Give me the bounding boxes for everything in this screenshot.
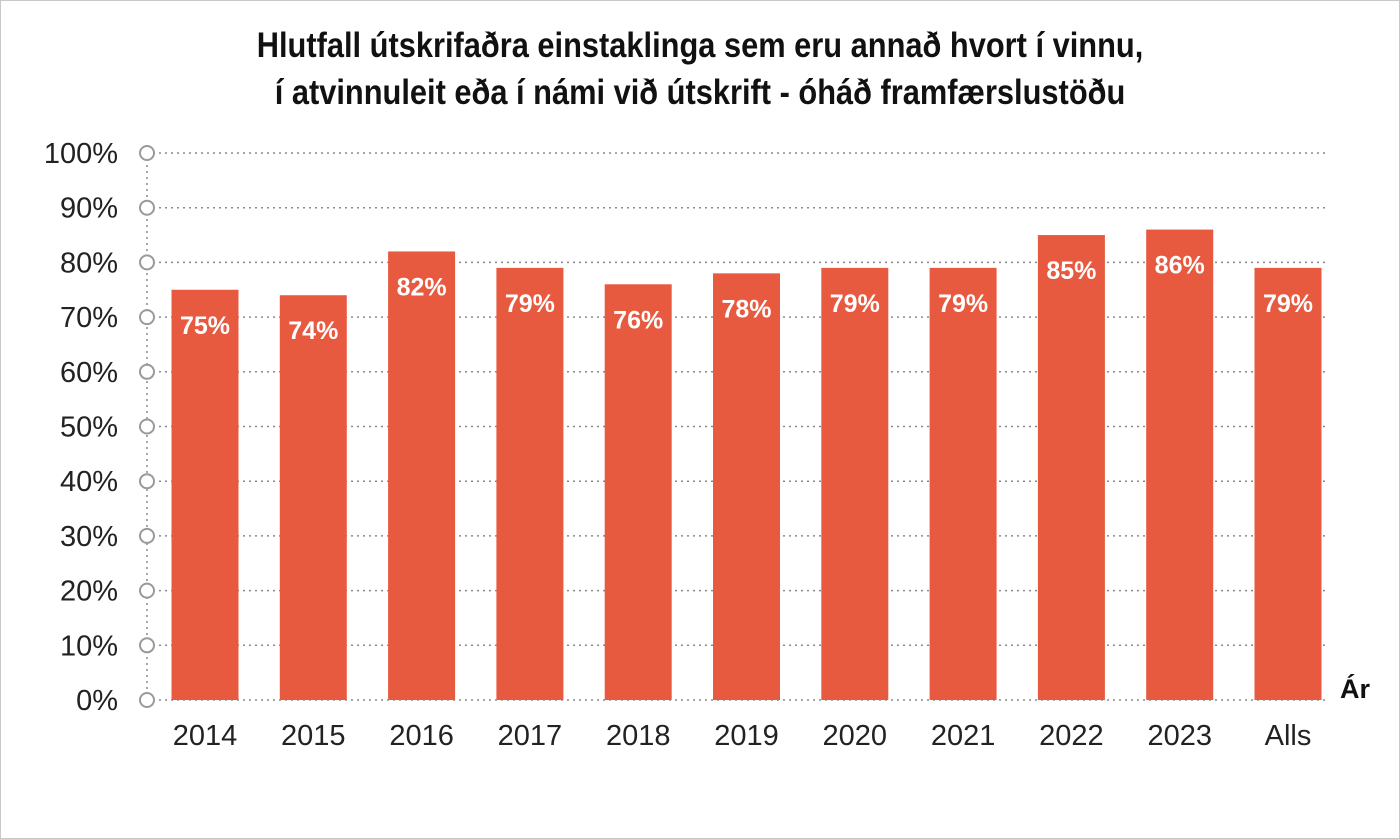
bar <box>1037 235 1105 701</box>
y-tick-marker <box>139 473 155 490</box>
y-tick-label: 100% <box>44 138 118 170</box>
y-tick-label: 80% <box>60 247 118 279</box>
bar-data-label: 86% <box>1155 252 1205 280</box>
y-tick-marker <box>139 418 155 435</box>
x-tick-label: 2014 <box>173 720 238 752</box>
y-tick-label: 0% <box>76 685 118 717</box>
y-tick-marker <box>139 692 155 708</box>
x-axis-label: Ár <box>1340 673 1370 704</box>
bar-data-label: 76% <box>613 306 663 334</box>
x-tick-label: Alls <box>1265 720 1312 752</box>
x-tick-label: 2023 <box>1147 720 1212 752</box>
bar <box>1146 229 1214 700</box>
bar-data-label: 79% <box>1263 290 1313 318</box>
x-tick-label: 2020 <box>823 720 888 752</box>
bar-data-label: 82% <box>397 273 447 301</box>
bar <box>171 289 239 700</box>
y-tick-label: 50% <box>60 412 118 444</box>
bar <box>496 267 564 700</box>
x-tick-label: 2016 <box>389 720 454 752</box>
x-tick-label: 2015 <box>281 720 346 752</box>
y-tick-marker <box>139 309 155 326</box>
y-tick-label: 10% <box>60 630 118 662</box>
chart-title-line-2: í atvinnuleit eða í námi við útskrift - … <box>274 73 1126 112</box>
bar-data-label: 79% <box>938 290 988 318</box>
bar <box>821 267 889 700</box>
y-tick-label: 60% <box>60 357 118 389</box>
y-tick-label: 40% <box>60 466 118 498</box>
y-tick-marker <box>139 582 155 599</box>
x-tick-label: 2017 <box>498 720 563 752</box>
y-tick-marker <box>139 527 155 544</box>
x-tick-label: 2019 <box>714 720 779 752</box>
y-axis: 0% 10% 20% 30% 40% 50% 60% 70% 80% 90% 100% <box>44 138 155 717</box>
x-axis: 2014 2015 2016 2017 2018 2019 2020 2021 2022 2023… <box>173 720 1312 752</box>
x-tick-label: 2022 <box>1039 720 1104 752</box>
y-tick-label: 30% <box>60 521 118 553</box>
bar-data-label: 79% <box>830 290 880 318</box>
y-tick-label: 90% <box>60 193 118 225</box>
bar-data-label: 79% <box>505 290 555 318</box>
bar <box>279 295 347 700</box>
bar <box>1254 267 1322 700</box>
y-tick-marker <box>139 254 155 271</box>
bar <box>929 267 997 700</box>
x-tick-label: 2018 <box>606 720 671 752</box>
bar <box>713 273 780 700</box>
bar-data-label: 75% <box>180 312 230 340</box>
y-tick-label: 70% <box>60 302 118 334</box>
bar <box>604 284 672 700</box>
bar-data-label: 78% <box>721 295 771 323</box>
chart-title: Hlutfall útskrifaðra einstaklinga sem er… <box>84 22 1316 116</box>
y-tick-marker <box>139 145 155 161</box>
y-tick-label: 20% <box>60 576 118 608</box>
bar-data-label: 85% <box>1046 257 1096 285</box>
chart-title-line-1: Hlutfall útskrifaðra einstaklinga sem er… <box>256 26 1144 65</box>
bars: 75% 74% 82% 79% 76% 78% 79% 79% 85% 86% 79% <box>171 229 1322 701</box>
bar <box>388 251 456 700</box>
y-tick-marker <box>139 637 155 654</box>
x-tick-label: 2021 <box>931 720 996 752</box>
bar-data-label: 74% <box>288 317 338 345</box>
y-tick-marker <box>139 363 155 380</box>
y-tick-marker <box>139 199 155 216</box>
